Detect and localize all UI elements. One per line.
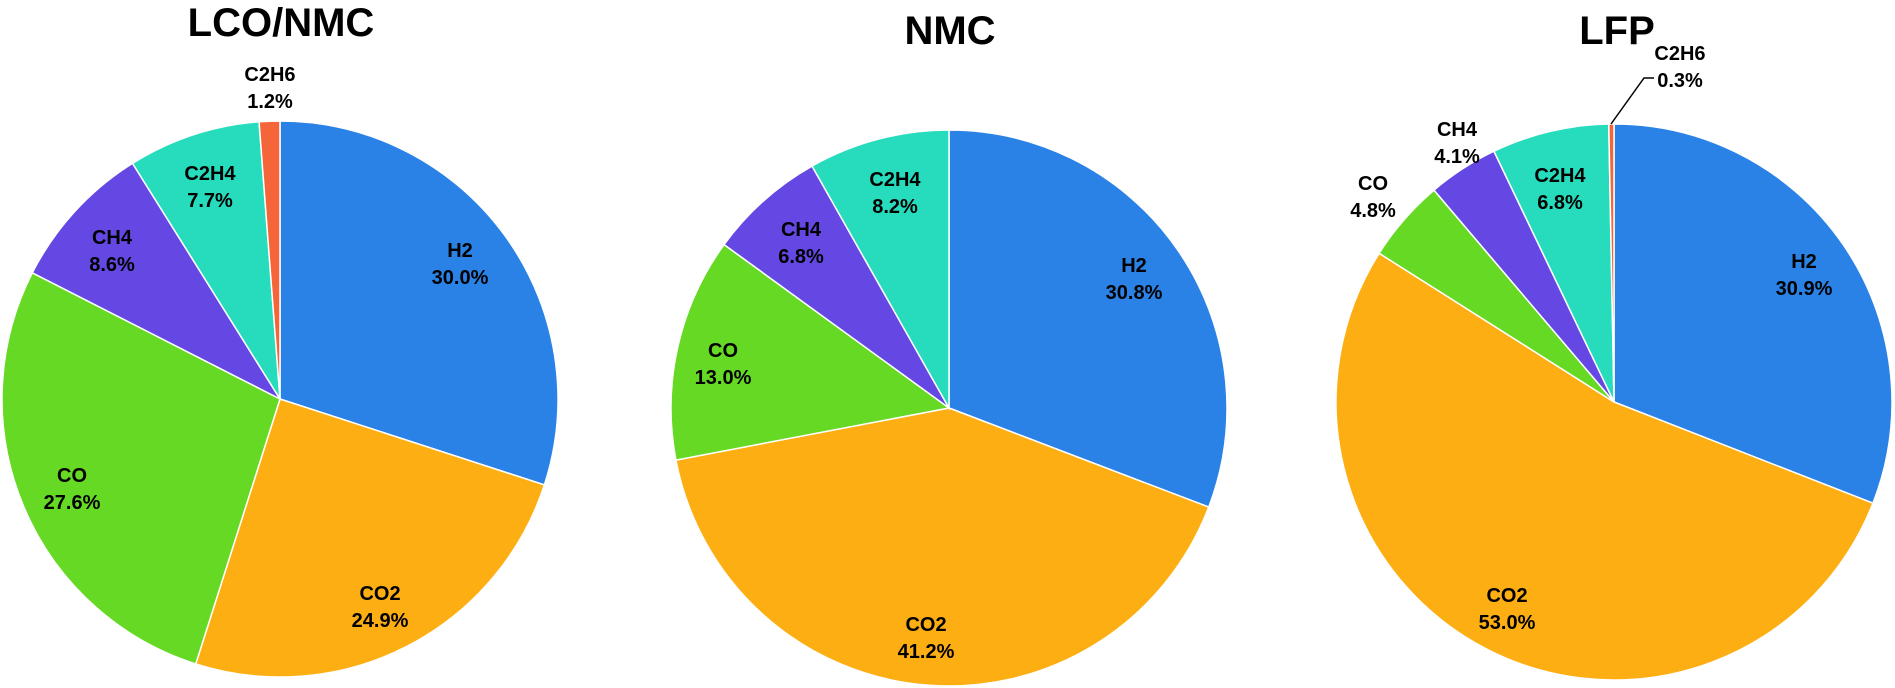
slice-label-co: CO 13.0%: [695, 340, 752, 389]
slice-percent: 30.8%: [1106, 282, 1163, 304]
slice-label-co2: CO2 53.0%: [1479, 585, 1536, 634]
pie-slice-co2: [675, 407, 1210, 687]
slice-label-h2: H2 30.0%: [432, 240, 489, 289]
slice-name: CO: [1358, 173, 1388, 195]
slice-percent: 0.3%: [1657, 70, 1703, 92]
slice-label-c2h4: C2H4 7.7%: [184, 163, 236, 212]
slice-name: C2H6: [244, 64, 295, 86]
slice-name: C2H4: [1534, 165, 1586, 187]
slice-name: CO2: [1486, 585, 1527, 607]
pie-slice-co2: [1335, 252, 1874, 681]
pie-slice-c2h6: [258, 120, 281, 400]
slice-name: CO: [708, 340, 738, 362]
pie-chart-nmc: NMC H2 30.8% CO2 41.2% CO 13.0% CH4 6.8% C2H4 8.2…: [670, 9, 1228, 687]
slice-name: CH4: [92, 227, 133, 249]
pie-slice-c2h4: [131, 120, 281, 400]
slice-percent: 41.2%: [898, 641, 955, 663]
slice-name: C2H4: [869, 169, 921, 191]
chart-title: NMC: [904, 9, 995, 53]
slice-label-co: CO 27.6%: [44, 465, 101, 514]
slice-label-h2: H2 30.8%: [1106, 255, 1163, 304]
pie-slice-ch4: [723, 165, 950, 409]
slice-name: H2: [1791, 251, 1817, 273]
pie-slices: [1335, 123, 1893, 681]
pie-slice-h2: [948, 129, 1228, 509]
slice-name: CO: [57, 465, 87, 487]
slice-name: CO2: [359, 583, 400, 605]
slice-name: CH4: [1437, 119, 1478, 141]
slice-percent: 6.8%: [1537, 192, 1583, 214]
slice-name: CO2: [905, 614, 946, 636]
slice-percent: 4.1%: [1434, 146, 1480, 168]
pie-slice-h2: [279, 120, 559, 486]
slice-label-ch4: CH4 4.1%: [1434, 119, 1480, 168]
slice-label-co2: CO2 41.2%: [898, 614, 955, 663]
slice-percent: 27.6%: [44, 492, 101, 514]
slice-name: CH4: [781, 219, 822, 241]
slice-percent: 24.9%: [352, 610, 409, 632]
slice-label-h2: H2 30.9%: [1776, 251, 1833, 300]
pie-slice-co: [1, 271, 281, 665]
slice-percent: 30.9%: [1776, 278, 1833, 300]
slice-label-c2h6: C2H6 1.2%: [244, 64, 295, 113]
slice-percent: 30.0%: [432, 267, 489, 289]
slice-name: H2: [447, 240, 473, 262]
slice-percent: 7.7%: [187, 190, 233, 212]
slice-name: H2: [1121, 255, 1147, 277]
slice-percent: 1.2%: [247, 91, 293, 113]
slice-name: C2H6: [1654, 43, 1705, 65]
pie-chart-lco-nmc: LCO/NMC H2 30.0% CO2 24.9% CO 27.6% CH4 8.6% C2H…: [1, 1, 559, 678]
leader-line-c2h6: [1610, 77, 1654, 125]
slice-percent: 8.2%: [872, 196, 918, 218]
pie-slice-ch4: [31, 162, 283, 401]
slice-percent: 6.8%: [778, 246, 824, 268]
pie-slice-co: [670, 243, 951, 461]
chart-title: LFP: [1579, 9, 1655, 53]
pie-slice-c2h4: [1492, 123, 1615, 403]
pie-slice-c2h4: [810, 129, 950, 411]
slice-percent: 53.0%: [1479, 612, 1536, 634]
slice-label-ch4: CH4 8.6%: [89, 227, 135, 276]
slice-label-ch4: CH4 6.8%: [778, 219, 824, 268]
chart-title: LCO/NMC: [188, 1, 375, 45]
pie-slices: [1, 120, 559, 678]
pie-slice-co2: [194, 398, 546, 678]
slice-percent: 13.0%: [695, 367, 752, 389]
slice-label-co2: CO2 24.9%: [352, 583, 409, 632]
slice-label-c2h6: C2H6 0.3%: [1654, 43, 1705, 92]
pie-chart-lfp: LFP H2 30.9% CO2 53.0% CO 4.8% CH4 4.1% C2H4 6.8%…: [1335, 9, 1893, 681]
slice-percent: 8.6%: [89, 254, 135, 276]
slice-name: C2H4: [184, 163, 236, 185]
slice-label-c2h4: C2H4 8.2%: [869, 169, 921, 218]
slice-percent: 4.8%: [1350, 200, 1396, 222]
slice-label-c2h4: C2H4 6.8%: [1534, 165, 1586, 214]
pie-slices: [670, 129, 1228, 687]
slice-label-co: CO 4.8%: [1350, 173, 1396, 222]
pie-slice-h2: [1613, 123, 1893, 505]
